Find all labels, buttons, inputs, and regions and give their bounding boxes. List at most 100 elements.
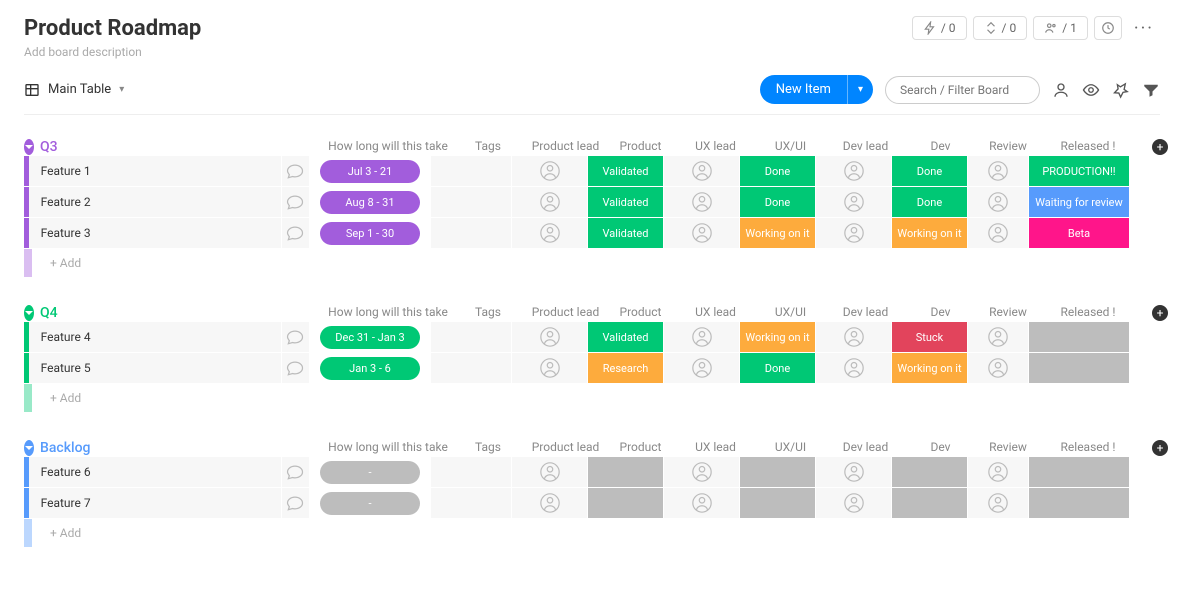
integrations-pill[interactable]: / 0	[973, 16, 1028, 40]
automations-pill[interactable]: / 0	[912, 16, 967, 40]
timeline-cell[interactable]: -	[320, 492, 420, 515]
tags-cell[interactable]	[431, 187, 511, 217]
conversation-icon[interactable]	[282, 353, 309, 383]
released-status[interactable]	[1029, 488, 1129, 518]
add-item-button[interactable]: + Add	[32, 519, 1160, 547]
product-lead-cell[interactable]	[512, 156, 587, 186]
review-cell[interactable]	[968, 488, 1028, 518]
review-cell[interactable]	[968, 218, 1028, 248]
review-cell[interactable]	[968, 353, 1028, 383]
dev-status[interactable]: Working on it	[892, 218, 967, 248]
item-name[interactable]: Feature 3	[29, 218, 282, 248]
dev-lead-cell[interactable]	[816, 156, 891, 186]
filter-icon[interactable]	[1142, 81, 1160, 99]
group-title[interactable]: Q4	[40, 305, 328, 321]
ux-lead-cell[interactable]	[664, 218, 739, 248]
item-name[interactable]: Feature 7	[29, 488, 282, 518]
tags-cell[interactable]	[431, 156, 511, 186]
timeline-cell[interactable]: Aug 8 - 31	[320, 191, 420, 214]
uxui-status[interactable]: Done	[740, 353, 815, 383]
board-description[interactable]: Add board description	[24, 45, 201, 59]
add-item-button[interactable]: + Add	[32, 249, 1160, 277]
group-title[interactable]: Q3	[40, 139, 328, 155]
dev-status[interactable]: Done	[892, 187, 967, 217]
activity-pill[interactable]	[1094, 16, 1122, 40]
tags-cell[interactable]	[431, 322, 511, 352]
released-status[interactable]	[1029, 353, 1129, 383]
dev-lead-cell[interactable]	[816, 488, 891, 518]
item-name[interactable]: Feature 2	[29, 187, 282, 217]
uxui-status[interactable]: Working on it	[740, 322, 815, 352]
released-status[interactable]	[1029, 322, 1129, 352]
new-item-dropdown[interactable]: ▾	[847, 75, 873, 104]
product-lead-cell[interactable]	[512, 353, 587, 383]
product-lead-cell[interactable]	[512, 187, 587, 217]
view-switcher[interactable]: Main Table ▾	[24, 82, 124, 98]
released-status[interactable]	[1029, 457, 1129, 487]
dev-status[interactable]	[892, 488, 967, 518]
timeline-cell[interactable]: Sep 1 - 30	[320, 222, 420, 245]
person-filter-icon[interactable]	[1052, 81, 1070, 99]
review-cell[interactable]	[968, 457, 1028, 487]
add-column-button[interactable]: +	[1152, 440, 1168, 456]
product-status[interactable]: Research	[588, 353, 663, 383]
dev-lead-cell[interactable]	[816, 187, 891, 217]
product-status[interactable]: Validated	[588, 322, 663, 352]
conversation-icon[interactable]	[282, 218, 309, 248]
dev-status[interactable]: Done	[892, 156, 967, 186]
product-status[interactable]: Validated	[588, 156, 663, 186]
ux-lead-cell[interactable]	[664, 353, 739, 383]
tags-cell[interactable]	[431, 218, 511, 248]
item-name[interactable]: Feature 6	[29, 457, 282, 487]
uxui-status[interactable]	[740, 457, 815, 487]
ux-lead-cell[interactable]	[664, 322, 739, 352]
uxui-status[interactable]: Working on it	[740, 218, 815, 248]
released-status[interactable]: Beta	[1029, 218, 1129, 248]
uxui-status[interactable]	[740, 488, 815, 518]
dev-lead-cell[interactable]	[816, 218, 891, 248]
review-cell[interactable]	[968, 156, 1028, 186]
timeline-cell[interactable]: Jul 3 - 21	[320, 160, 420, 183]
item-name[interactable]: Feature 4	[29, 322, 282, 352]
dev-lead-cell[interactable]	[816, 322, 891, 352]
product-status[interactable]	[588, 457, 663, 487]
conversation-icon[interactable]	[282, 488, 309, 518]
review-cell[interactable]	[968, 322, 1028, 352]
more-menu[interactable]: ···	[1128, 18, 1160, 39]
tags-cell[interactable]	[431, 488, 511, 518]
group-collapse-toggle[interactable]	[24, 305, 34, 321]
add-column-button[interactable]: +	[1152, 139, 1168, 155]
conversation-icon[interactable]	[282, 322, 309, 352]
dev-status[interactable]: Working on it	[892, 353, 967, 383]
uxui-status[interactable]: Done	[740, 187, 815, 217]
search-input[interactable]	[885, 76, 1040, 104]
review-cell[interactable]	[968, 187, 1028, 217]
product-lead-cell[interactable]	[512, 488, 587, 518]
product-lead-cell[interactable]	[512, 322, 587, 352]
ux-lead-cell[interactable]	[664, 156, 739, 186]
tags-cell[interactable]	[431, 457, 511, 487]
members-pill[interactable]: / 1	[1033, 16, 1088, 40]
conversation-icon[interactable]	[282, 187, 309, 217]
ux-lead-cell[interactable]	[664, 488, 739, 518]
uxui-status[interactable]: Done	[740, 156, 815, 186]
add-column-button[interactable]: +	[1152, 305, 1168, 321]
ux-lead-cell[interactable]	[664, 457, 739, 487]
conversation-icon[interactable]	[282, 457, 309, 487]
group-collapse-toggle[interactable]	[24, 139, 34, 155]
timeline-cell[interactable]: -	[320, 461, 420, 484]
released-status[interactable]: Waiting for review	[1029, 187, 1129, 217]
product-status[interactable]	[588, 488, 663, 518]
released-status[interactable]: PRODUCTION!!	[1029, 156, 1129, 186]
new-item-button[interactable]: New Item	[760, 75, 847, 104]
tags-cell[interactable]	[431, 353, 511, 383]
timeline-cell[interactable]: Dec 31 - Jan 3	[320, 326, 420, 349]
product-status[interactable]: Validated	[588, 187, 663, 217]
group-title[interactable]: Backlog	[40, 440, 328, 456]
product-lead-cell[interactable]	[512, 218, 587, 248]
pin-icon[interactable]	[1112, 81, 1130, 99]
dev-lead-cell[interactable]	[816, 353, 891, 383]
product-status[interactable]: Validated	[588, 218, 663, 248]
dev-status[interactable]: Stuck	[892, 322, 967, 352]
timeline-cell[interactable]: Jan 3 - 6	[320, 357, 420, 380]
